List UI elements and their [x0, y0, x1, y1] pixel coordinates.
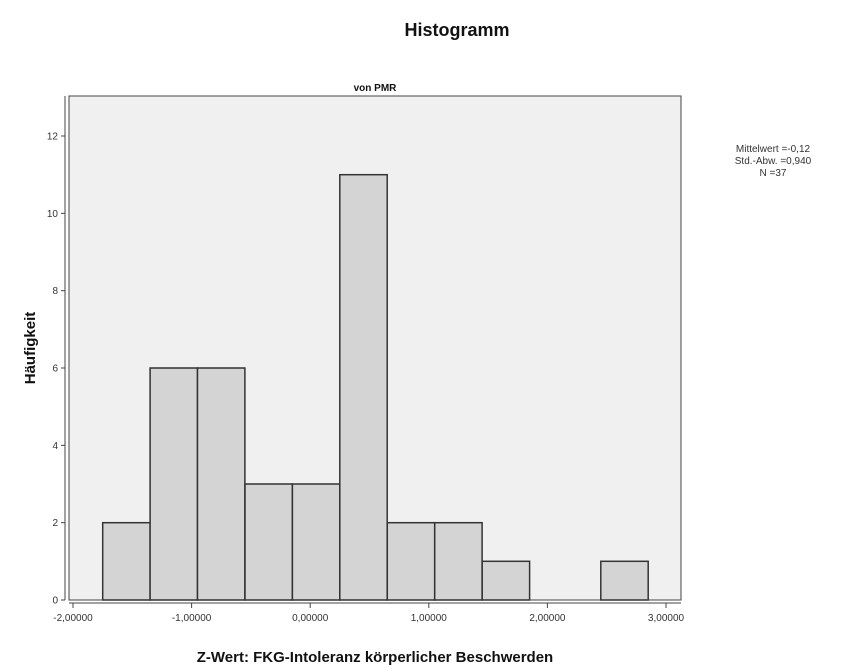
y-tick-label: 6: [52, 364, 58, 375]
bars-group: [101, 173, 649, 601]
histogram-bar-2: [149, 367, 199, 601]
x-axis: -2,00000 -1,00000 0,00000 1,00000 2,00000 3,0…: [53, 602, 685, 624]
x-tick-label: 3,00000: [648, 613, 685, 624]
histogram-bar-10: [600, 560, 649, 601]
y-tick-label: 8: [52, 286, 58, 297]
histogram-bar-4: [244, 483, 294, 601]
y-tick-label: 4: [52, 441, 58, 452]
x-tick-label: 1,00000: [411, 613, 448, 624]
stats-n: N =37: [760, 168, 787, 179]
x-tick-label: -2,00000: [53, 613, 93, 624]
stats-mean: Mittelwert =-0,12: [736, 144, 811, 155]
histogram-bar-7: [386, 521, 436, 601]
histogram-bar-9: [481, 560, 531, 601]
x-tick-label: 0,00000: [292, 613, 329, 624]
x-axis-label: Z-Wert: FKG-Intoleranz körperlicher Besc…: [197, 649, 553, 666]
y-tick-label: 2: [52, 518, 58, 529]
y-tick-label: 0: [52, 596, 58, 607]
histogram-bar-8: [433, 521, 483, 601]
chart-title: Histogramm: [404, 20, 509, 40]
histogram-bar-3: [196, 367, 246, 601]
x-tick-label: 2,00000: [529, 613, 566, 624]
y-axis-label: Häufigkeit: [22, 312, 39, 385]
stats-sd: Std.-Abw. =0,940: [735, 156, 812, 167]
histogram-bar-5: [291, 483, 341, 601]
y-axis: 0 2 4 6 8 10 12: [47, 96, 66, 607]
y-tick-label: 12: [47, 132, 59, 143]
y-tick-label: 10: [47, 209, 59, 220]
histogram-bar-1: [101, 521, 151, 601]
histogram-bar-6: [339, 173, 388, 601]
stats-box: Mittelwert =-0,12 Std.-Abw. =0,940 N =37: [735, 144, 812, 179]
chart-subtitle: von PMR: [354, 83, 398, 94]
x-tick-label: -1,00000: [172, 613, 212, 624]
